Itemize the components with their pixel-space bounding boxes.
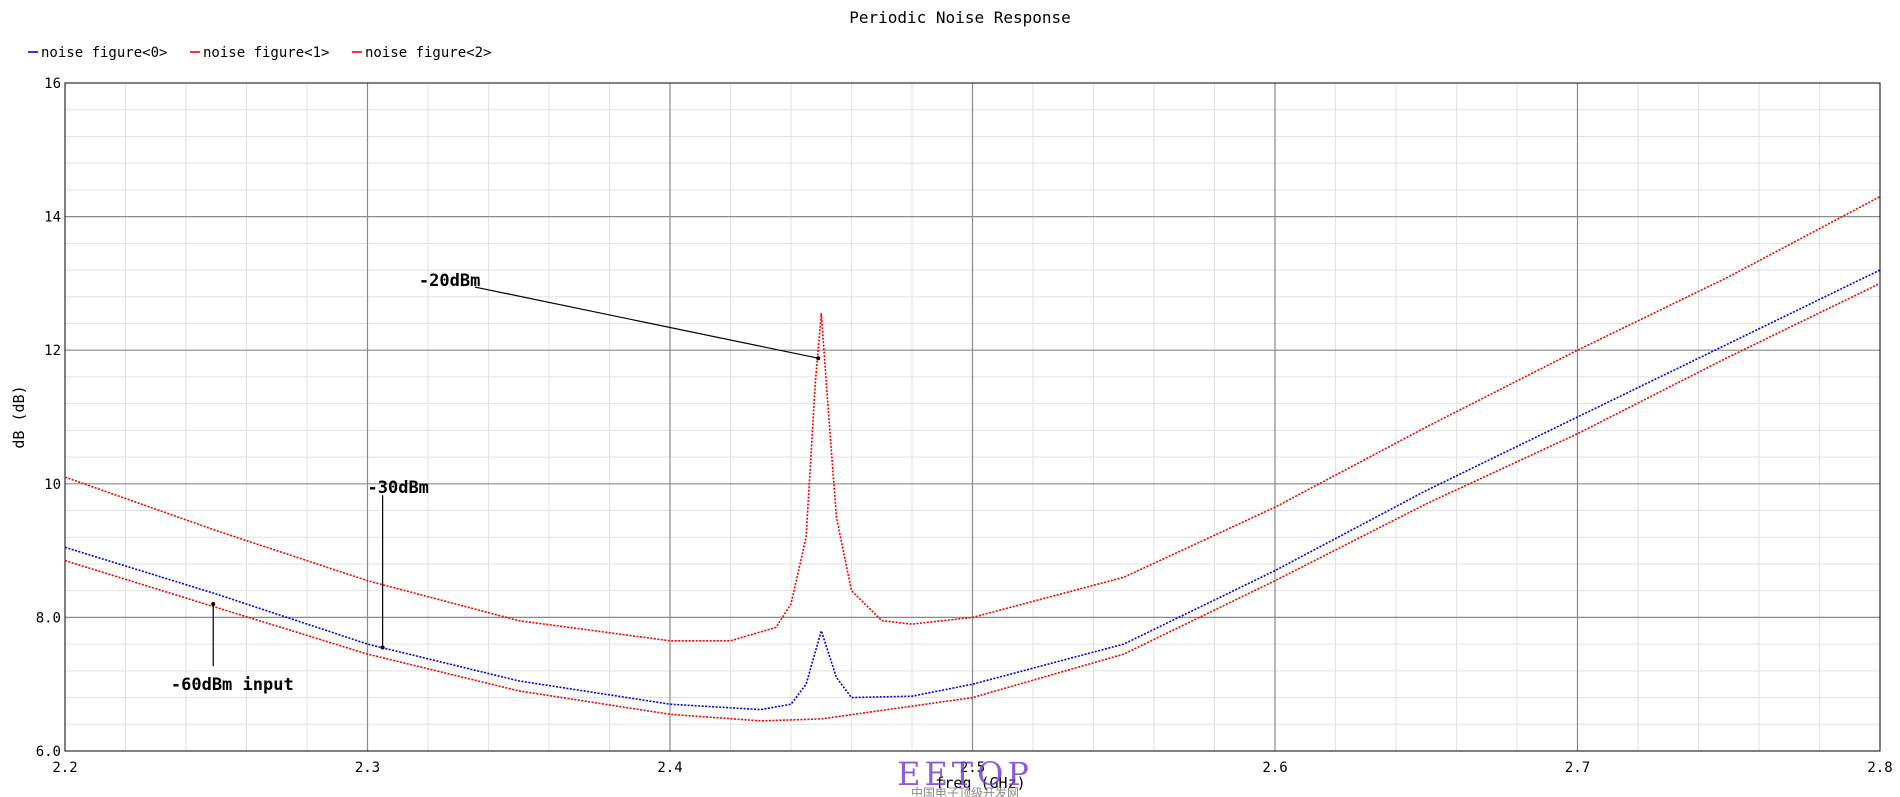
annotation-label: -20dBm — [419, 271, 480, 291]
x-tick-label: 2.3 — [355, 760, 380, 776]
series-line-1 — [64, 195, 1881, 642]
y-tick-label: 12 — [44, 343, 61, 359]
axis-ticks: 2.2 2.3 2.4 2.5 2.6 2.7 2.8 6.0 8.0 10 12 14 16 — [36, 76, 1893, 776]
y-tick-label: 14 — [44, 210, 61, 226]
legend: noise figure<0> noise figure<1> noise figu… — [28, 45, 491, 61]
x-tick-label: 2.2 — [52, 760, 77, 776]
watermark-logo: EETOP — [897, 755, 1033, 793]
legend-label: noise figure<2> — [365, 45, 491, 61]
annotation-marker — [380, 645, 385, 650]
annotation-marker — [211, 602, 216, 607]
chart-title: Periodic Noise Response — [849, 8, 1071, 27]
y-tick-label: 16 — [44, 76, 61, 92]
x-tick-label: 2.5 — [960, 760, 985, 776]
y-axis-label: dB (dB) — [10, 385, 28, 448]
x-tick-label: 2.7 — [1565, 760, 1590, 776]
annotation-leader — [474, 286, 819, 359]
annotation-label: -60dBm input — [171, 675, 294, 695]
x-tick-label: 2.6 — [1262, 760, 1287, 776]
legend-label: noise figure<1> — [203, 45, 329, 61]
x-axis-label: freq (GHz) — [935, 774, 1025, 792]
y-tick-label: 6.0 — [36, 744, 61, 760]
annotation-label: -30dBm — [368, 478, 429, 498]
plot-frame — [64, 82, 1881, 752]
annotations: -20dBm -30dBm -60dBm input — [171, 271, 821, 695]
y-tick-label: 8.0 — [36, 610, 61, 626]
y-tick-label: 10 — [44, 477, 61, 493]
series-lines — [64, 195, 1881, 722]
legend-label: noise figure<0> — [41, 45, 167, 61]
watermark-subtext: 中国电子顶级开发网 — [911, 785, 1019, 797]
series-line-0 — [64, 269, 1881, 711]
annotation-marker — [816, 356, 821, 361]
major-grid — [65, 83, 1880, 751]
x-tick-label: 2.8 — [1867, 760, 1892, 776]
x-tick-label: 2.4 — [657, 760, 682, 776]
